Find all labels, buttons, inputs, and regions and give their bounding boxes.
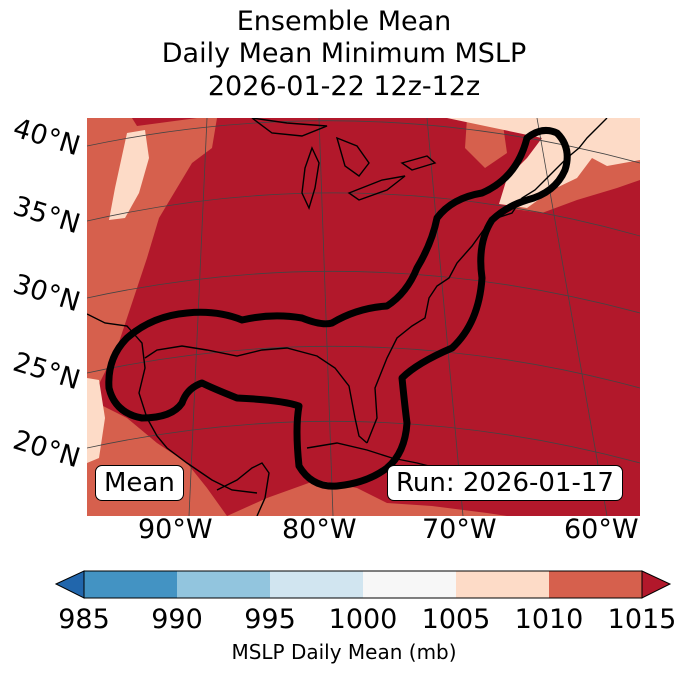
map-panel: Mean Run: 2026-01-17 (87, 118, 640, 516)
graticule-lat-30 (87, 270, 640, 314)
colorbar-bin-1010-1015 (549, 571, 642, 598)
lat-label-40: 40°N (9, 112, 84, 163)
pressure-region-south (227, 480, 507, 516)
lat-label-35: 35°N (9, 190, 84, 241)
colorbar-bin-1005-1010 (456, 571, 549, 598)
coastline-cuba (306, 442, 438, 469)
title-line-3: 2026-01-22 12z-12z (207, 71, 481, 102)
run-label: Run: 2026-01-17 (387, 465, 623, 501)
coastline-lake-ontario (400, 155, 437, 171)
coastline-lake-huron (335, 136, 370, 177)
colorbar-tick-1010: 1010 (514, 604, 584, 635)
coastline-yucatan (216, 462, 270, 516)
pressure-region-west (87, 118, 217, 393)
graticule-lon-80 (318, 118, 334, 516)
colorbar-tick-1000: 1000 (328, 604, 398, 635)
lon-label-60: 60°W (564, 514, 639, 545)
graticule (87, 118, 640, 516)
colorbar-label: MSLP Daily Mean (mb) (231, 640, 457, 664)
pressure-region-west-light (109, 130, 149, 220)
lat-label-25: 25°N (9, 346, 84, 397)
colorbar-extend-high (641, 570, 672, 599)
mslp-contour (105, 126, 571, 490)
colorbar-tick-990: 990 (151, 604, 203, 635)
lat-label-20: 20°N (9, 424, 84, 475)
colorbar-tick-985: 985 (58, 604, 110, 635)
graticule-lat-20 (87, 420, 640, 464)
graticule-lon-90 (188, 118, 208, 516)
colorbar-bin-1000-1005 (363, 571, 456, 598)
coastline-lake-erie (347, 175, 406, 201)
colorbar-bin-995-1000 (270, 571, 363, 598)
map-canvas (87, 118, 640, 516)
colorbar-tick-1005: 1005 (421, 604, 491, 635)
pressure-region-1005-1010-east (465, 118, 640, 213)
title-line-2: Daily Mean Minimum MSLP (161, 38, 527, 69)
coastline-lake-michigan (301, 146, 320, 210)
colorbar (54, 570, 672, 599)
pressure-region-southwest-light (87, 378, 105, 463)
title-line-1: Ensemble Mean (236, 6, 452, 37)
lon-label-80: 80°W (282, 514, 357, 545)
graticule-lon-60 (536, 118, 608, 516)
coastline-superior (251, 118, 328, 137)
graticule-lat-25 (87, 345, 640, 389)
colorbar-bin-985-990 (84, 571, 177, 598)
graticule-lat-35 (87, 192, 640, 237)
lon-label-70: 70°W (422, 514, 497, 545)
colorbar-tick-995: 995 (244, 604, 296, 635)
lat-label-30: 30°N (9, 268, 84, 319)
colorbar-extend-low (54, 570, 85, 599)
pressure-region-1010-1015-northeast (447, 118, 640, 208)
colorbar-frame (83, 570, 643, 599)
graticule-lon-70 (426, 118, 464, 516)
colorbar-bin-990-995 (177, 571, 270, 598)
colorbar-tick-1015: 1015 (607, 604, 677, 635)
mean-label: Mean (95, 465, 184, 501)
lon-label-90: 90°W (138, 514, 213, 545)
